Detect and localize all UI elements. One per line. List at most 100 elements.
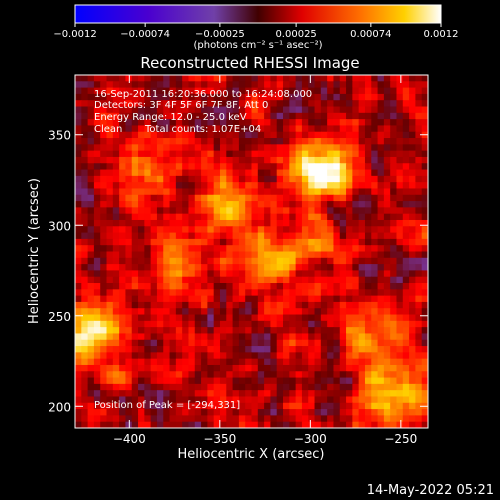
- heatmap-cell: [182, 327, 190, 335]
- heatmap-cell: [106, 188, 114, 196]
- heatmap-cell: [352, 150, 360, 158]
- heatmap-cell: [182, 112, 190, 120]
- heatmap-cell: [226, 308, 234, 316]
- heatmap-cell: [346, 383, 353, 391]
- heatmap-cell: [93, 409, 101, 416]
- heatmap-cell: [257, 402, 265, 410]
- heatmap-cell: [93, 377, 101, 385]
- heatmap-cell: [283, 283, 290, 290]
- heatmap-cell: [87, 264, 95, 272]
- heatmap-cell: [144, 409, 152, 416]
- heatmap-cell: [295, 81, 303, 89]
- heatmap-cell: [87, 75, 95, 82]
- heatmap-cell: [409, 251, 416, 259]
- heatmap-cell: [226, 396, 234, 404]
- heatmap-cell: [188, 182, 196, 190]
- heatmap-cell: [238, 182, 246, 190]
- heatmap-cell: [156, 308, 164, 316]
- heatmap-cell: [125, 87, 133, 95]
- heatmap-cell: [226, 364, 234, 372]
- heatmap-cell: [150, 421, 158, 428]
- heatmap-cell: [421, 245, 428, 253]
- heatmap-cell: [188, 339, 196, 347]
- heatmap-cell: [213, 257, 221, 265]
- heatmap-cell: [156, 156, 164, 164]
- heatmap-cell: [409, 421, 416, 428]
- heatmap-cell: [156, 87, 164, 95]
- heatmap-cell: [377, 182, 385, 190]
- heatmap-cell: [131, 119, 139, 127]
- heatmap-cell: [371, 327, 379, 335]
- heatmap-cell: [232, 156, 240, 164]
- heatmap-cell: [119, 364, 127, 372]
- heatmap-cell: [226, 352, 234, 360]
- heatmap-cell: [131, 169, 139, 177]
- heatmap-cell: [371, 390, 379, 398]
- heatmap-cell: [169, 390, 177, 398]
- heatmap-cell: [150, 93, 158, 101]
- heatmap-cell: [156, 112, 164, 120]
- heatmap-cell: [182, 238, 190, 246]
- heatmap-cell: [138, 188, 145, 196]
- heatmap-cell: [383, 358, 391, 366]
- heatmap-cell: [201, 270, 208, 278]
- heatmap-cell: [156, 106, 164, 114]
- heatmap-cell: [194, 75, 202, 82]
- heatmap-cell: [169, 150, 177, 158]
- heatmap-cell: [238, 125, 246, 133]
- heatmap-cell: [352, 106, 360, 114]
- heatmap-cell: [333, 251, 341, 259]
- heatmap-cell: [226, 144, 234, 152]
- heatmap-cell: [301, 383, 309, 391]
- heatmap-cell: [201, 402, 208, 410]
- heatmap-cell: [301, 352, 309, 360]
- heatmap-cell: [125, 352, 133, 360]
- heatmap-cell: [251, 87, 259, 95]
- heatmap-cell: [276, 251, 284, 259]
- heatmap-cell: [364, 339, 372, 347]
- heatmap-cell: [283, 289, 290, 297]
- heatmap-cell: [81, 364, 89, 372]
- heatmap-cell: [415, 207, 423, 215]
- heatmap-cell: [219, 276, 227, 284]
- heatmap-cell: [194, 182, 202, 190]
- heatmap-cell: [308, 339, 316, 347]
- heatmap-cell: [264, 138, 272, 145]
- heatmap-cell: [245, 131, 253, 139]
- heatmap-cell: [251, 182, 259, 190]
- heatmap-cell: [396, 93, 404, 101]
- heatmap-cell: [93, 245, 101, 253]
- heatmap-cell: [327, 390, 335, 398]
- heatmap-cell: [219, 156, 227, 164]
- heatmap-cell: [383, 390, 391, 398]
- heatmap-cell: [182, 131, 190, 139]
- heatmap-cell: [421, 320, 428, 328]
- heatmap-cell: [100, 396, 108, 404]
- heatmap-cell: [295, 333, 303, 341]
- heatmap-cell: [131, 409, 139, 416]
- heatmap-cell: [276, 402, 284, 410]
- heatmap-cell: [396, 119, 404, 127]
- heatmap-cell: [352, 194, 360, 202]
- heatmap-cell: [333, 415, 341, 423]
- heatmap-cell: [415, 93, 423, 101]
- heatmap-cell: [119, 169, 127, 177]
- heatmap-cell: [87, 81, 95, 89]
- heatmap-cell: [194, 301, 202, 309]
- heatmap-cell: [100, 295, 108, 303]
- heatmap-cell: [352, 270, 360, 278]
- heatmap-cell: [219, 182, 227, 190]
- heatmap-cell: [257, 346, 265, 353]
- heatmap-cell: [383, 402, 391, 410]
- heatmap-cell: [100, 358, 108, 366]
- heatmap-cell: [320, 119, 328, 127]
- heatmap-cell: [283, 93, 290, 101]
- heatmap-cell: [270, 150, 278, 158]
- heatmap-cell: [156, 238, 164, 246]
- heatmap-cell: [352, 226, 360, 234]
- heatmap-cell: [131, 163, 139, 171]
- heatmap-cell: [138, 402, 145, 410]
- heatmap-cell: [175, 169, 183, 177]
- heatmap-cell: [352, 390, 360, 398]
- heatmap-cell: [352, 283, 360, 290]
